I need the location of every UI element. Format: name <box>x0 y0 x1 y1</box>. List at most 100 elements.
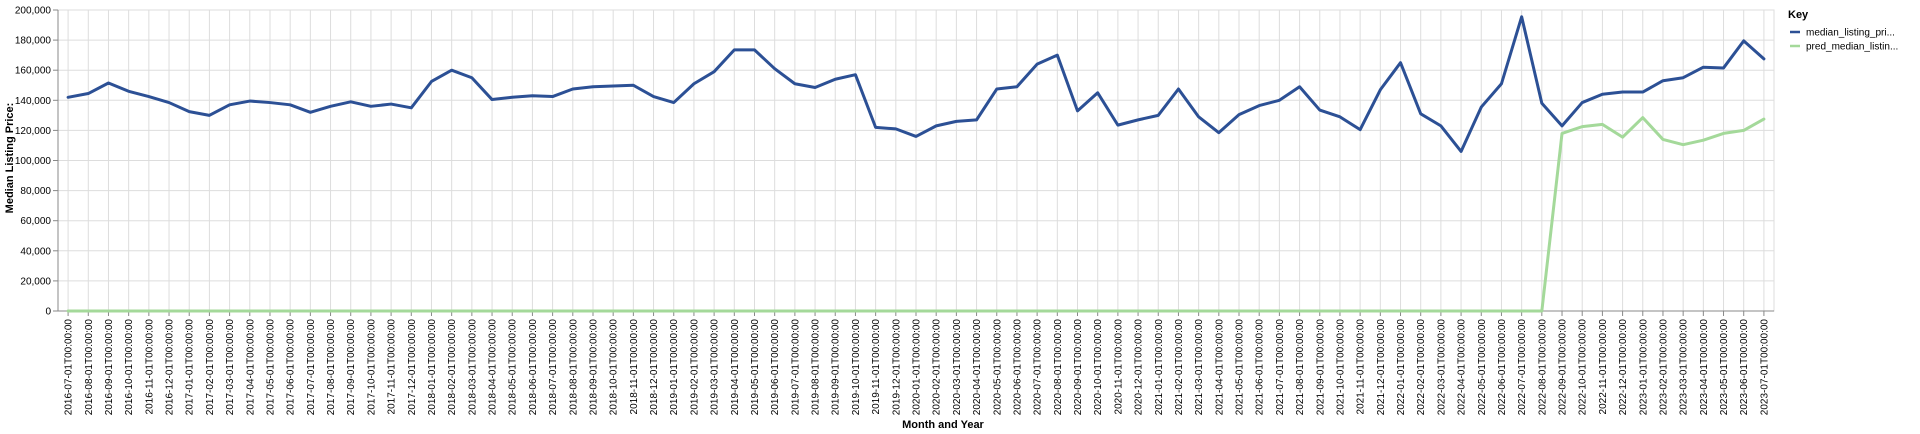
x-tick-label: 2018-11-01T00:00:00 <box>629 319 640 415</box>
x-tick-label: 2019-01-01T00:00:00 <box>669 319 680 416</box>
x-tick-label: 2022-03-01T00:00:00 <box>1436 319 1447 416</box>
x-tick-label: 2019-03-01T00:00:00 <box>710 319 721 416</box>
x-tick-label: 2016-08-01T00:00:00 <box>84 319 95 416</box>
x-tick-label: 2021-06-01T00:00:00 <box>1255 319 1266 416</box>
x-tick-label: 2017-09-01T00:00:00 <box>346 319 357 416</box>
y-tick-label: 140,000 <box>15 96 52 107</box>
x-tick-label: 2017-02-01T00:00:00 <box>205 319 216 416</box>
x-tick-label: 2020-07-01T00:00:00 <box>1033 319 1044 416</box>
x-tick-label: 2023-02-01T00:00:00 <box>1658 319 1669 416</box>
x-tick-label: 2018-04-01T00:00:00 <box>488 319 499 416</box>
x-tick-label: 2022-05-01T00:00:00 <box>1477 319 1488 416</box>
x-tick-label: 2017-04-01T00:00:00 <box>245 319 256 416</box>
legend-label: median_listing_pri... <box>1806 28 1895 39</box>
legend: Key median_listing_pri... pred_median_lis… <box>1788 9 1898 53</box>
x-tick-label: 2021-04-01T00:00:00 <box>1214 319 1225 416</box>
x-tick-label: 2016-11-01T00:00:00 <box>144 319 155 415</box>
y-tick-label: 100,000 <box>15 156 52 167</box>
x-tick-label: 2019-10-01T00:00:00 <box>851 319 862 416</box>
x-tick-label: 2023-03-01T00:00:00 <box>1679 319 1690 416</box>
x-tick-label: 2021-10-01T00:00:00 <box>1335 319 1346 416</box>
x-tick-label: 2021-03-01T00:00:00 <box>1194 319 1205 416</box>
y-tick-label: 200,000 <box>15 6 52 17</box>
x-tick-label: 2019-04-01T00:00:00 <box>730 319 741 416</box>
x-tick-label: 2016-12-01T00:00:00 <box>165 319 176 416</box>
x-tick-label: 2016-07-01T00:00:00 <box>64 319 75 416</box>
x-tick-label: 2023-06-01T00:00:00 <box>1739 319 1750 416</box>
series-lines <box>66 15 1766 313</box>
x-tick-label: 2022-06-01T00:00:00 <box>1497 319 1508 416</box>
x-tick-label: 2018-09-01T00:00:00 <box>588 319 599 416</box>
x-tick-label: 2018-08-01T00:00:00 <box>568 319 579 416</box>
y-tick-label: 60,000 <box>20 216 51 227</box>
x-tick-label: 2016-10-01T00:00:00 <box>124 319 135 416</box>
x-tick-label: 2019-07-01T00:00:00 <box>790 319 801 416</box>
x-tick-label: 2018-10-01T00:00:00 <box>609 319 620 416</box>
y-axis-title: Median Listing Price: <box>4 103 16 214</box>
x-tick-label: 2021-08-01T00:00:00 <box>1295 319 1306 416</box>
x-tick-label: 2018-01-01T00:00:00 <box>427 319 438 416</box>
legend-label: pred_median_listin... <box>1806 42 1898 53</box>
x-tick-label: 2023-01-01T00:00:00 <box>1638 319 1649 416</box>
x-tick-label: 2022-10-01T00:00:00 <box>1578 319 1589 416</box>
x-tick-label: 2017-12-01T00:00:00 <box>407 319 418 416</box>
x-tick-label: 2021-12-01T00:00:00 <box>1376 319 1387 416</box>
x-tick-label: 2019-12-01T00:00:00 <box>891 319 902 416</box>
x-tick-label: 2017-06-01T00:00:00 <box>286 319 297 416</box>
x-tick-label: 2020-08-01T00:00:00 <box>1053 319 1064 416</box>
x-tick-label: 2020-04-01T00:00:00 <box>972 319 983 416</box>
x-tick-label: 2022-01-01T00:00:00 <box>1396 319 1407 416</box>
x-tick-label: 2018-06-01T00:00:00 <box>528 319 539 416</box>
x-tick-label: 2017-01-01T00:00:00 <box>185 319 196 416</box>
x-tick-label: 2019-08-01T00:00:00 <box>811 319 822 416</box>
series-line-0 <box>66 15 1766 153</box>
x-tick-label: 2019-05-01T00:00:00 <box>750 319 761 416</box>
x-tick-label: 2019-02-01T00:00:00 <box>689 319 700 416</box>
x-axis: 2016-07-01T00:00:00 2016-08-01T00:00:00 20… <box>58 310 1774 416</box>
x-tick-label: 2021-11-01T00:00:00 <box>1356 319 1367 415</box>
x-tick-label: 2021-05-01T00:00:00 <box>1235 319 1246 416</box>
x-tick-label: 2017-07-01T00:00:00 <box>306 319 317 416</box>
y-tick-label: 120,000 <box>15 126 52 137</box>
x-tick-label: 2017-08-01T00:00:00 <box>326 319 337 416</box>
y-axis: 0 20,000 40,000 60,000 80,000 100,000 120,000 1… <box>15 6 59 318</box>
y-tick-label: 160,000 <box>15 66 52 77</box>
x-tick-label: 2019-11-01T00:00:00 <box>871 319 882 415</box>
legend-title: Key <box>1788 9 1809 21</box>
x-tick-label: 2020-02-01T00:00:00 <box>932 319 943 416</box>
x-tick-label: 2020-10-01T00:00:00 <box>1093 319 1104 416</box>
x-tick-label: 2020-03-01T00:00:00 <box>952 319 963 416</box>
y-tick-label: 180,000 <box>15 36 52 47</box>
x-tick-label: 2018-05-01T00:00:00 <box>508 319 519 416</box>
x-tick-label: 2020-12-01T00:00:00 <box>1134 319 1145 416</box>
x-tick-label: 2020-09-01T00:00:00 <box>1073 319 1084 416</box>
y-tick-label: 0 <box>45 307 51 318</box>
series-line-1 <box>66 116 1766 313</box>
x-tick-label: 2023-05-01T00:00:00 <box>1719 319 1730 416</box>
x-tick-label: 2018-07-01T00:00:00 <box>548 319 559 416</box>
x-tick-label: 2021-01-01T00:00:00 <box>1154 319 1165 416</box>
x-tick-label: 2023-04-01T00:00:00 <box>1699 319 1710 416</box>
x-tick-label: 2018-03-01T00:00:00 <box>467 319 478 416</box>
x-tick-label: 2022-07-01T00:00:00 <box>1517 319 1528 416</box>
x-tick-label: 2022-08-01T00:00:00 <box>1537 319 1548 416</box>
x-tick-label: 2022-11-01T00:00:00 <box>1598 319 1609 415</box>
x-tick-label: 2017-11-01T00:00:00 <box>387 319 398 415</box>
x-tick-label: 2019-06-01T00:00:00 <box>770 319 781 416</box>
x-tick-label: 2017-10-01T00:00:00 <box>366 319 377 416</box>
x-tick-label: 2020-11-01T00:00:00 <box>1113 319 1124 415</box>
x-tick-label: 2022-02-01T00:00:00 <box>1416 319 1427 416</box>
x-tick-label: 2021-02-01T00:00:00 <box>1174 319 1185 416</box>
x-tick-label: 2022-04-01T00:00:00 <box>1457 319 1468 416</box>
x-tick-label: 2019-09-01T00:00:00 <box>831 319 842 416</box>
x-tick-label: 2023-07-01T00:00:00 <box>1759 319 1770 416</box>
x-tick-label: 2021-07-01T00:00:00 <box>1275 319 1286 416</box>
y-tick-label: 40,000 <box>20 246 51 257</box>
x-axis-title: Month and Year <box>902 419 984 431</box>
y-tick-label: 20,000 <box>20 276 51 287</box>
x-tick-label: 2016-09-01T00:00:00 <box>104 319 115 416</box>
x-tick-label: 2018-02-01T00:00:00 <box>447 319 458 416</box>
x-tick-label: 2022-09-01T00:00:00 <box>1558 319 1569 416</box>
x-tick-label: 2022-12-01T00:00:00 <box>1618 319 1629 416</box>
